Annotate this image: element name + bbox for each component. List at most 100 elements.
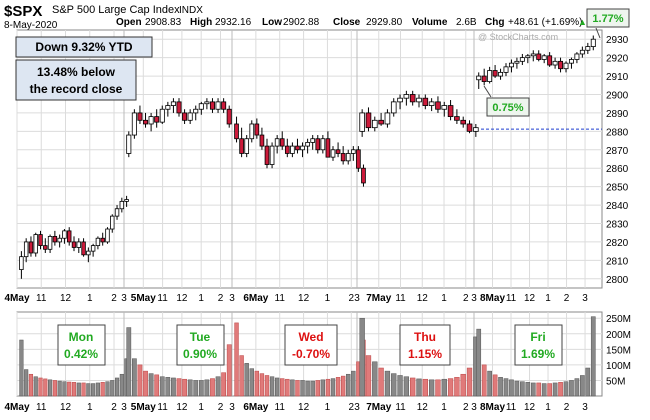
volume-bar: [563, 381, 569, 397]
price-tick-label: 2930: [606, 35, 629, 46]
x-tick-label: 12: [298, 402, 310, 413]
x-tick-label: 1: [545, 402, 551, 413]
candle-down: [100, 237, 105, 243]
candle-up: [320, 138, 326, 151]
candle-up: [198, 103, 204, 110]
candle-up: [371, 119, 378, 129]
volume-bar: [19, 339, 24, 397]
candle-down: [137, 112, 143, 121]
candle-down: [315, 138, 321, 151]
volume-tick-label: 100M: [606, 361, 631, 372]
volume-bar: [285, 378, 290, 397]
price-tick-label: 2820: [606, 238, 629, 249]
volume-tick-label: 150M: [606, 345, 631, 356]
volume-bar: [234, 322, 239, 397]
volume-bar: [378, 367, 384, 397]
candle-up: [249, 123, 255, 140]
symbol: $SPX: [4, 3, 42, 20]
candle-down: [259, 134, 265, 147]
price-tick-label: 2870: [606, 146, 629, 157]
candle-up: [330, 149, 336, 158]
candle-down: [361, 167, 366, 184]
volume-bar: [62, 381, 67, 397]
volume-bar: [215, 376, 221, 397]
volume-bar: [38, 377, 43, 397]
gain-mid-text: 0.75%: [492, 102, 523, 114]
candle-up: [290, 145, 295, 154]
candle-down: [209, 101, 215, 110]
volume-value: 2.6B: [456, 17, 477, 28]
day-box-fri: Fri 1.69%: [514, 324, 563, 366]
x-tick-label: 1: [198, 293, 204, 304]
candle-down: [466, 123, 473, 132]
candle-up: [110, 215, 115, 230]
index-name: S&P 500 Large Cap Index: [52, 4, 180, 16]
x-tick-label: 11: [395, 293, 406, 304]
candle-up: [300, 145, 305, 151]
x-tick-label: 11: [275, 293, 286, 304]
candle-up: [574, 53, 580, 60]
volume-bar: [503, 378, 509, 397]
candle-up: [530, 53, 536, 57]
candle-up: [476, 75, 482, 81]
candle-up: [86, 250, 91, 256]
volume-bar: [226, 344, 232, 397]
chg-up-arrow-icon: ▲: [578, 17, 587, 27]
gain-top-text: 1.77%: [592, 13, 623, 25]
volume-bar: [43, 378, 48, 397]
volume-bar: [239, 355, 244, 397]
volume-bar: [71, 382, 77, 397]
candle-down: [279, 138, 285, 147]
candle-down: [365, 112, 372, 129]
volume-bar: [585, 367, 591, 397]
chart-date: 8-May-2020: [4, 20, 58, 31]
candle-up: [519, 57, 525, 62]
candle-up: [473, 127, 479, 132]
low-label: Low: [262, 17, 282, 28]
candle-up: [416, 97, 422, 103]
volume-bar: [280, 378, 285, 397]
volume-tick-label: 50M: [606, 376, 625, 387]
close-label: Close: [333, 17, 361, 28]
volume-bar: [541, 383, 547, 397]
x-tick-label: 11: [395, 402, 406, 413]
price-tick-label: 2840: [606, 201, 629, 212]
volume-bar: [460, 373, 466, 397]
volume-bar: [105, 381, 110, 397]
volume-bar: [397, 375, 403, 397]
volume-bar: [320, 379, 326, 397]
volume-bar: [67, 381, 72, 397]
open-label: Open: [116, 17, 142, 28]
candle-up: [148, 116, 154, 125]
volume-bar: [159, 376, 165, 397]
candle-up: [503, 66, 509, 73]
volume-bar: [340, 375, 346, 397]
x-tick-label: 3: [354, 402, 360, 413]
record-text-line2: the record close: [30, 82, 123, 96]
candle-up: [131, 112, 137, 136]
volume-bar: [569, 380, 574, 397]
candle-down: [52, 235, 58, 243]
candle-up: [403, 94, 410, 99]
candle-down: [43, 245, 48, 250]
candle-down: [67, 230, 72, 243]
x-tick-label: 2: [463, 293, 469, 304]
volume-bar: [52, 380, 57, 397]
volume-bar: [76, 382, 81, 397]
candle-down: [81, 241, 86, 256]
day-name: Mon: [69, 330, 94, 344]
volume-bar: [244, 363, 249, 397]
x-tick-label: 7May: [366, 402, 391, 413]
candle-up: [105, 228, 110, 243]
volume-bar: [310, 380, 315, 397]
x-tick-label: 11: [157, 293, 168, 304]
x-tick-label: 11: [157, 402, 168, 413]
gain-top-pointer: [595, 27, 601, 39]
candle-up: [525, 55, 531, 59]
x-tick-label: 3: [354, 293, 360, 304]
price-tick-label: 2900: [606, 91, 629, 102]
x-tick-label: 12: [524, 402, 536, 413]
candle-down: [378, 119, 384, 125]
x-tick-label: 1: [441, 293, 447, 304]
candle-up: [590, 38, 596, 47]
